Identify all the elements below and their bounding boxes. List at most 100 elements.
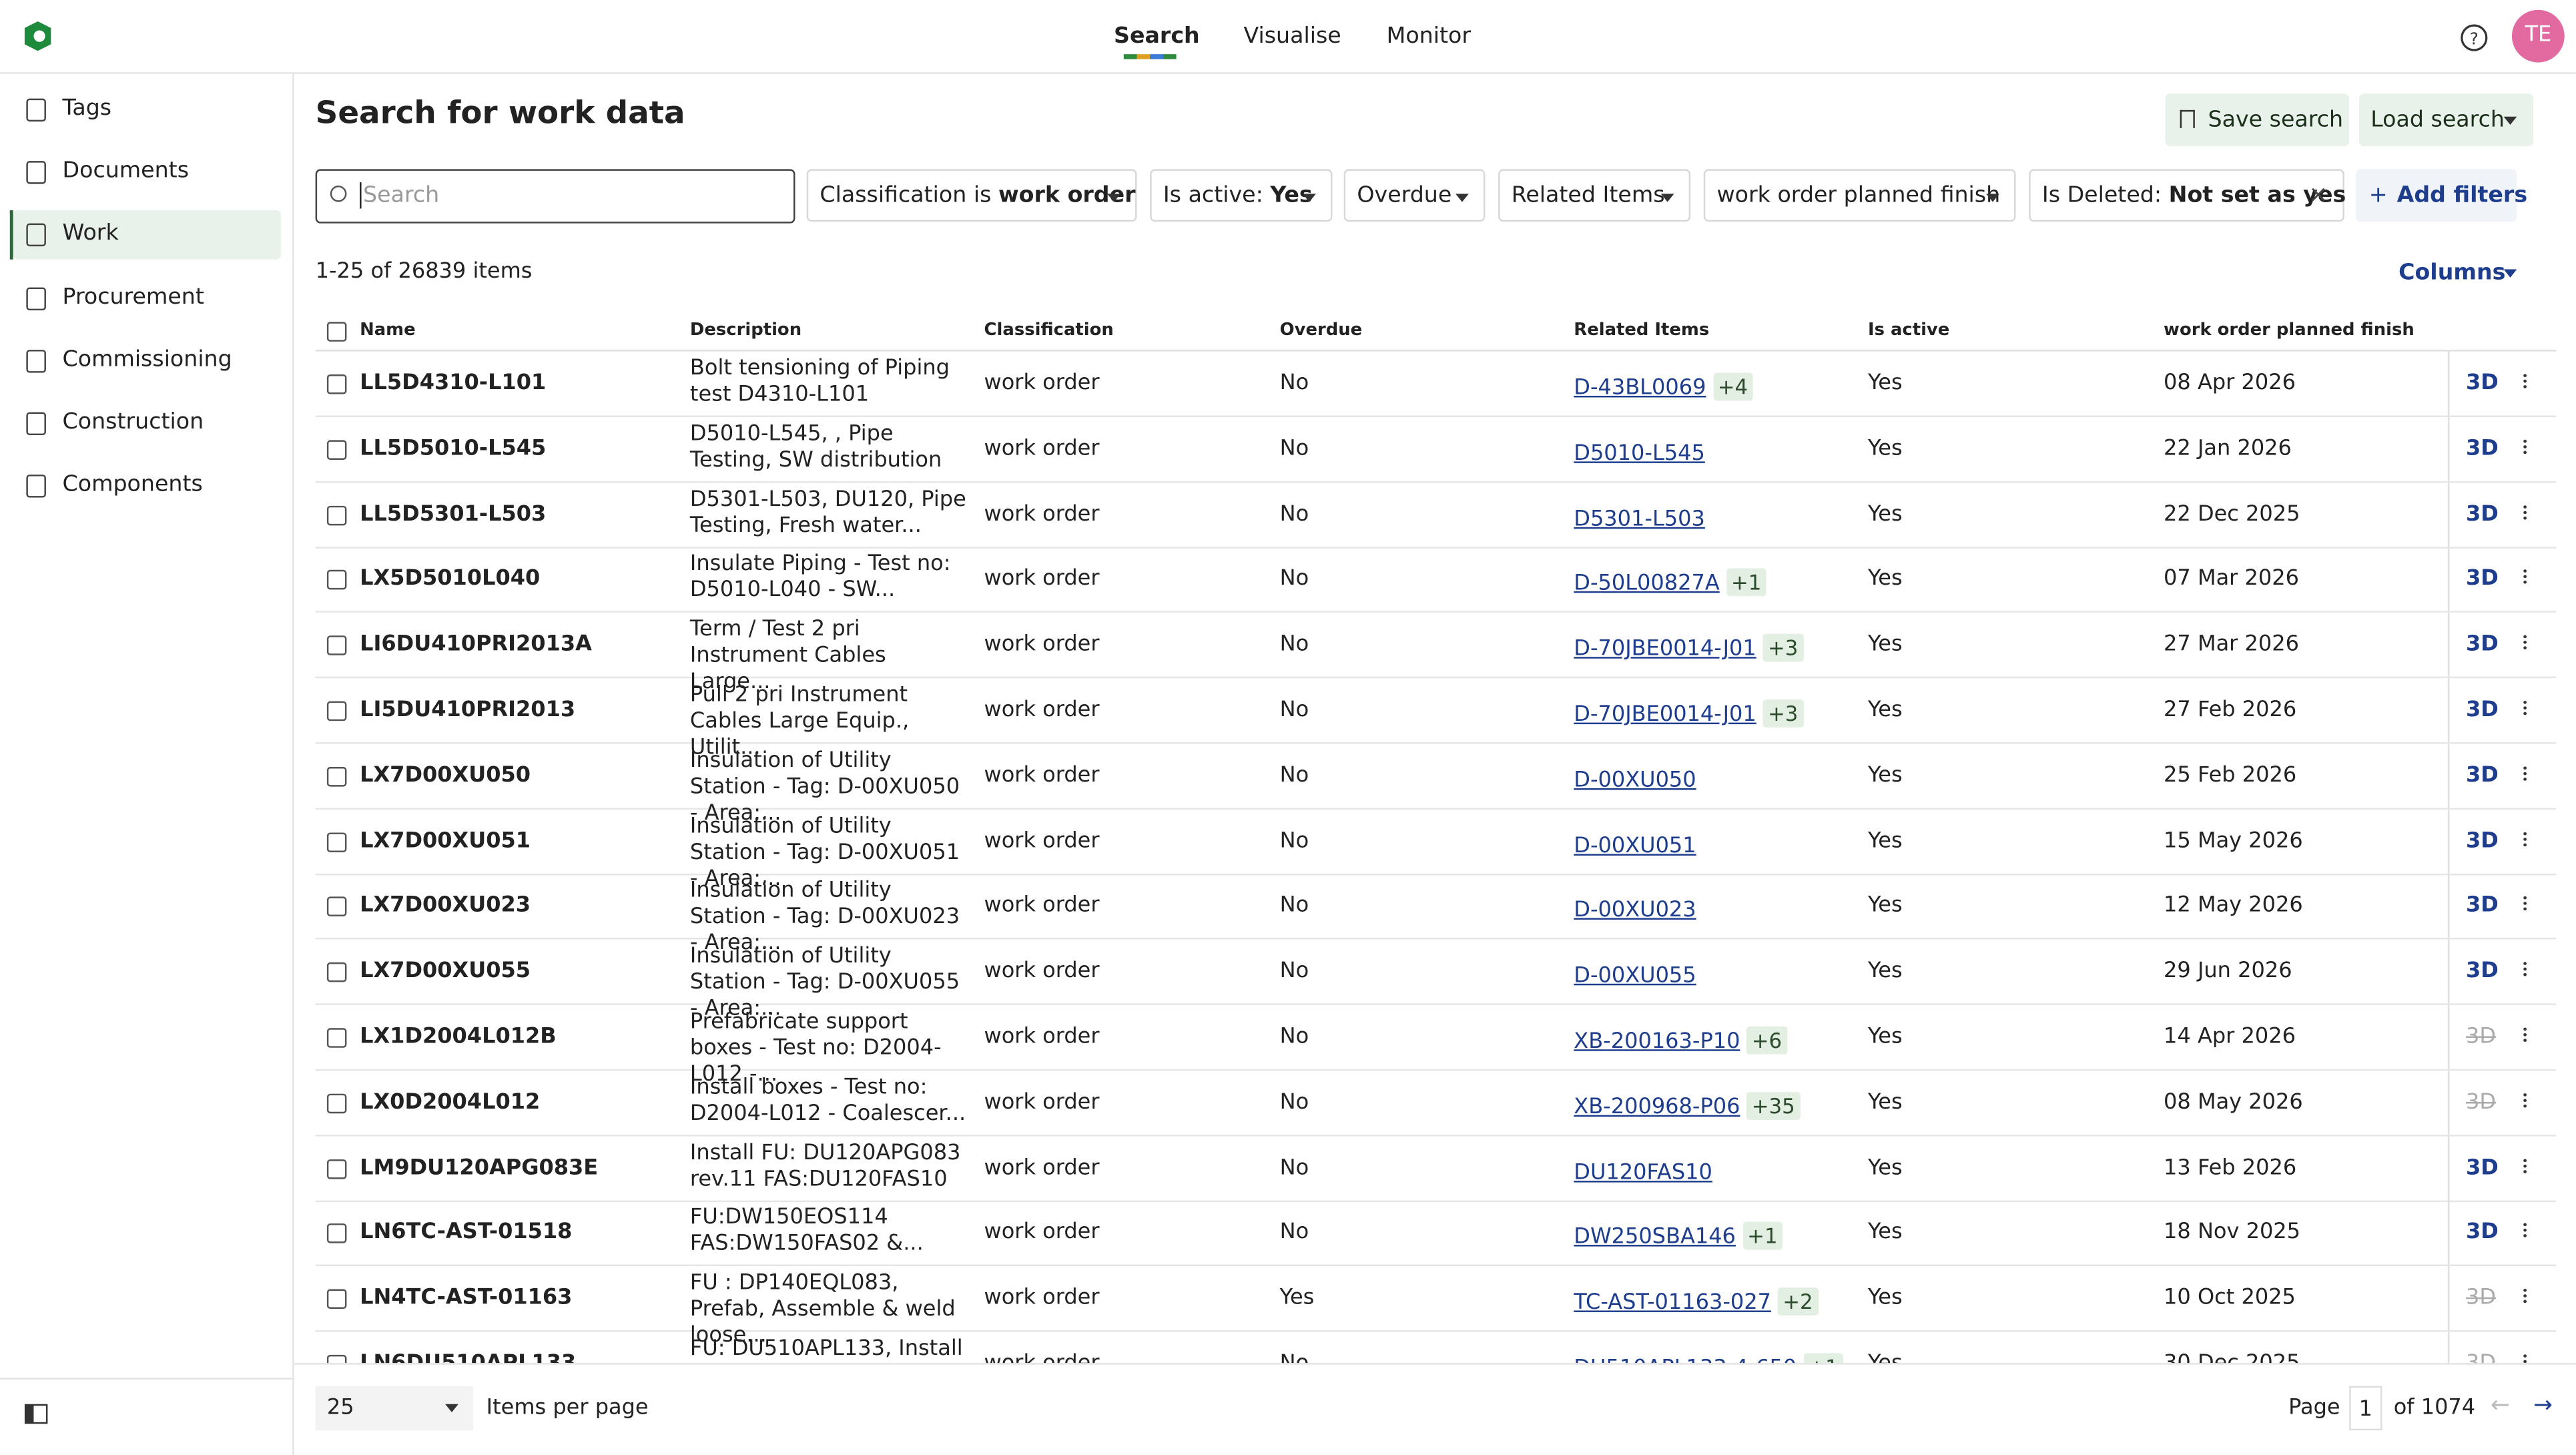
columns-button[interactable]: Columns — [2398, 259, 2506, 286]
related-link[interactable]: DU120FAS10 — [1574, 1160, 1712, 1185]
column-header[interactable]: Description — [689, 320, 802, 340]
sidebar-label[interactable]: Documents — [62, 158, 190, 185]
row-menu[interactable] — [2523, 438, 2527, 455]
collapse-icon[interactable] — [23, 1401, 49, 1427]
add-filters-button[interactable]: Add filters + — [2356, 169, 2527, 222]
next-page[interactable]: → — [2533, 1392, 2553, 1419]
row-menu[interactable] — [2523, 1157, 2527, 1174]
row-name[interactable]: LX0D2004L012 — [360, 1090, 541, 1115]
filter-chip[interactable]: Is active: Yes — [1150, 169, 1333, 222]
row-checkbox[interactable] — [326, 1354, 347, 1364]
header-checkbox[interactable] — [326, 322, 347, 342]
row-checkbox[interactable] — [326, 897, 347, 917]
row-name[interactable]: LL5D5010-L545 — [360, 436, 547, 461]
row-menu[interactable] — [2523, 634, 2527, 651]
filter-chip[interactable]: Overdue — [1343, 169, 1486, 222]
row-checkbox[interactable] — [326, 1093, 347, 1113]
related-link[interactable]: D5010-L545 — [1574, 441, 1705, 467]
sidebar-label[interactable]: Components — [62, 471, 203, 498]
related-link[interactable]: XB-200968-P06 — [1574, 1095, 1740, 1120]
related-link[interactable]: D5301-L503 — [1574, 507, 1705, 532]
prev-page[interactable]: ← — [2490, 1392, 2510, 1419]
avatar[interactable]: TE — [2511, 9, 2565, 63]
search-box[interactable]: Search — [315, 169, 795, 224]
row-menu[interactable] — [2523, 830, 2527, 847]
related-link[interactable]: D-00XU051 — [1574, 833, 1696, 858]
row-checkbox[interactable] — [326, 832, 347, 852]
view-3d[interactable]: 3D — [2466, 1221, 2499, 1246]
row-name[interactable]: LI6DU410PRI2013A — [360, 632, 592, 657]
row-menu[interactable] — [2523, 895, 2527, 912]
row-checkbox[interactable] — [326, 505, 347, 525]
view-3d[interactable]: 3D — [2466, 828, 2499, 854]
column-header[interactable]: Is active — [1867, 320, 1950, 340]
per-page-select[interactable]: 25 — [315, 1386, 473, 1431]
view-3d[interactable]: 3D — [2466, 501, 2499, 527]
filter-chip[interactable]: Related Items — [1498, 169, 1691, 222]
sidebar-label[interactable]: Commissioning — [62, 346, 232, 373]
sidebar-label[interactable]: Construction — [62, 408, 204, 436]
column-header[interactable]: Related Items — [1574, 320, 1710, 340]
related-link[interactable]: D-70JBE0014-J01 — [1574, 703, 1756, 728]
column-header[interactable]: Overdue — [1279, 320, 1363, 340]
related-link[interactable]: D-00XU050 — [1574, 768, 1696, 793]
column-header[interactable]: work order planned finish — [2164, 320, 2414, 340]
column-header[interactable]: Classification — [984, 320, 1114, 340]
row-checkbox[interactable] — [326, 766, 347, 787]
row-name[interactable]: LX7D00XU055 — [360, 959, 531, 984]
row-name[interactable]: LN6TC-AST-01518 — [360, 1221, 573, 1246]
nav-tab[interactable]: Visualise — [1243, 23, 1341, 49]
row-checkbox[interactable] — [326, 1028, 347, 1048]
row-checkbox[interactable] — [326, 635, 347, 656]
page-input[interactable]: 1 — [2349, 1386, 2382, 1431]
row-menu[interactable] — [2523, 960, 2527, 978]
row-menu[interactable] — [2523, 765, 2527, 782]
view-3d[interactable]: 3D — [2466, 894, 2499, 919]
row-name[interactable]: LX1D2004L012B — [360, 1025, 557, 1050]
column-header[interactable]: Name — [360, 320, 416, 340]
row-checkbox[interactable] — [326, 439, 347, 460]
view-3d[interactable]: 3D — [2466, 763, 2499, 788]
nav-tab[interactable]: Monitor — [1386, 23, 1472, 49]
row-checkbox[interactable] — [326, 1159, 347, 1179]
row-menu[interactable] — [2523, 1287, 2527, 1305]
row-checkbox[interactable] — [326, 1224, 347, 1244]
row-menu[interactable] — [2523, 372, 2527, 390]
row-name[interactable]: LL5D5301-L503 — [360, 501, 547, 527]
row-checkbox[interactable] — [326, 1289, 347, 1310]
row-name[interactable]: LX7D00XU050 — [360, 763, 531, 788]
row-menu[interactable] — [2523, 1091, 2527, 1109]
related-link[interactable]: DW250SBA146 — [1574, 1225, 1736, 1251]
related-link[interactable]: D-00XU023 — [1574, 898, 1696, 924]
row-name[interactable]: LX5D5010L040 — [360, 567, 541, 592]
sidebar-label[interactable]: Work — [62, 220, 119, 248]
view-3d[interactable]: 3D — [2466, 1155, 2499, 1181]
load-search-button[interactable]: Load search — [2359, 93, 2533, 146]
filter-chip[interactable]: work order planned finish — [1703, 169, 2016, 222]
view-3d[interactable]: 3D — [2466, 567, 2499, 592]
filter-chip[interactable]: Classification is work order — [806, 169, 1137, 222]
row-menu[interactable] — [2523, 569, 2527, 585]
row-checkbox[interactable] — [326, 570, 347, 591]
save-search-button[interactable]: Save search — [2165, 93, 2350, 146]
row-menu[interactable] — [2523, 699, 2527, 716]
row-menu[interactable] — [2523, 1026, 2527, 1043]
sidebar-label[interactable]: Procurement — [62, 283, 204, 310]
row-name[interactable]: LX7D00XU051 — [360, 828, 531, 854]
filter-chip[interactable]: Is Deleted: Not set as yes × — [2029, 169, 2346, 222]
nav-tab[interactable]: Search — [1114, 23, 1200, 49]
help-icon[interactable]: ? — [2459, 23, 2489, 52]
row-name[interactable]: LM9DU120APG083E — [360, 1155, 599, 1181]
view-3d[interactable]: 3D — [2466, 371, 2499, 396]
row-name[interactable]: LI5DU410PRI2013 — [360, 697, 576, 723]
row-checkbox[interactable] — [326, 701, 347, 721]
logo[interactable] — [21, 20, 54, 53]
row-name[interactable]: LN4TC-AST-01163 — [360, 1286, 573, 1311]
related-link[interactable]: XB-200163-P10 — [1574, 1029, 1740, 1055]
sidebar-item[interactable] — [13, 210, 281, 260]
row-name[interactable]: LL5D4310-L101 — [360, 371, 547, 396]
row-name[interactable]: LX7D00XU023 — [360, 894, 531, 919]
related-link[interactable]: D-50L00827A — [1574, 572, 1720, 597]
row-checkbox[interactable] — [326, 374, 347, 394]
view-3d[interactable]: 3D — [2466, 697, 2499, 723]
